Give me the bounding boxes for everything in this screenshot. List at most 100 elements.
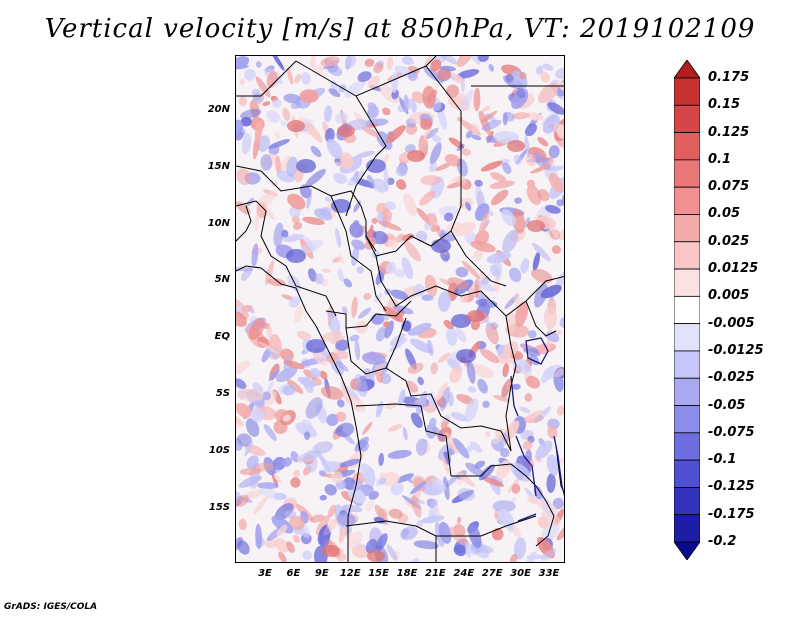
velocity-cell — [266, 71, 278, 89]
velocity-cell — [455, 267, 469, 278]
velocity-cell — [424, 274, 438, 297]
velocity-cell — [449, 367, 462, 384]
velocity-cell — [388, 508, 403, 519]
colorbar-swatch — [674, 459, 700, 488]
velocity-cell — [356, 266, 364, 274]
velocity-cell — [532, 242, 551, 262]
velocity-cell — [301, 419, 313, 431]
velocity-cell — [465, 130, 473, 139]
map-panel — [235, 55, 565, 563]
velocity-cell — [246, 455, 259, 469]
colorbar-swatch — [674, 350, 700, 379]
velocity-cell — [469, 56, 481, 65]
colorbar-swatch — [674, 241, 700, 270]
velocity-cell — [302, 550, 312, 560]
colorbar-swatch — [674, 514, 700, 543]
velocity-cell — [335, 411, 347, 422]
velocity-cell — [471, 134, 482, 141]
velocity-cell — [293, 305, 304, 324]
velocity-cell — [530, 164, 552, 174]
velocity-cell — [305, 397, 323, 419]
velocity-cell — [387, 449, 412, 459]
colorbar-label: 0.005 — [708, 288, 750, 304]
velocity-cell — [461, 148, 471, 156]
velocity-cell — [474, 179, 483, 187]
velocity-cell — [255, 523, 262, 550]
velocity-cell — [402, 426, 408, 441]
velocity-cell — [262, 101, 271, 107]
velocity-cell — [473, 87, 481, 112]
velocity-cell — [428, 417, 437, 429]
velocity-cell — [251, 243, 259, 267]
velocity-cell — [457, 488, 476, 501]
velocity-cell — [343, 477, 356, 490]
velocity-cell — [236, 310, 248, 327]
velocity-cell — [305, 122, 323, 143]
colorbar-swatch — [674, 541, 700, 560]
velocity-cell — [526, 184, 542, 206]
velocity-cell — [240, 116, 252, 127]
velocity-cell — [367, 102, 377, 111]
velocity-cell — [545, 205, 561, 214]
velocity-cell — [556, 405, 564, 416]
velocity-cell — [331, 199, 351, 213]
velocity-cell — [456, 349, 476, 363]
velocity-cell — [552, 245, 561, 254]
velocity-cell — [236, 402, 252, 418]
velocity-cell — [294, 73, 302, 84]
velocity-cell — [274, 538, 290, 553]
velocity-cell — [239, 79, 246, 85]
velocity-cell — [438, 352, 451, 363]
velocity-cell — [264, 538, 278, 549]
velocity-cell — [524, 123, 538, 137]
velocity-cell — [273, 420, 288, 435]
velocity-cell — [540, 495, 554, 518]
velocity-shading — [236, 56, 564, 562]
velocity-cell — [310, 145, 322, 158]
velocity-cell — [244, 68, 256, 81]
velocity-cell — [507, 140, 525, 152]
velocity-cell — [403, 192, 418, 217]
velocity-cell — [327, 504, 337, 518]
velocity-cell — [480, 348, 499, 364]
velocity-cell — [314, 208, 332, 221]
velocity-cell — [384, 320, 394, 339]
velocity-cell — [241, 305, 253, 313]
velocity-cell — [547, 425, 558, 440]
velocity-cell — [389, 337, 408, 353]
lon-label: 30E — [510, 568, 531, 579]
velocity-cell — [470, 123, 480, 136]
velocity-cell — [542, 63, 554, 71]
velocity-cell — [431, 239, 451, 253]
velocity-cell — [330, 471, 343, 484]
colorbar-label: -0.1 — [708, 452, 737, 468]
velocity-cell — [410, 412, 423, 428]
velocity-cell — [299, 89, 319, 103]
velocity-cell — [490, 172, 507, 182]
colorbar-label: 0.05 — [708, 206, 741, 222]
velocity-cell — [537, 136, 549, 147]
velocity-cell — [419, 190, 436, 206]
velocity-cell — [462, 260, 481, 280]
colorbar — [674, 60, 700, 560]
velocity-cell — [409, 338, 433, 354]
velocity-cell — [263, 424, 277, 441]
velocity-cell — [420, 175, 442, 186]
country-borders — [236, 56, 564, 562]
lon-label: 15E — [368, 568, 389, 579]
velocity-cell — [390, 289, 409, 300]
velocity-cell — [411, 102, 417, 114]
velocity-cell — [357, 307, 372, 319]
velocity-cell — [524, 393, 533, 402]
velocity-cell — [320, 386, 344, 400]
velocity-cell — [540, 71, 550, 83]
velocity-cell — [513, 154, 522, 165]
velocity-cell — [430, 362, 439, 375]
velocity-cell — [502, 341, 519, 357]
lakes — [510, 337, 564, 522]
velocity-cell — [316, 449, 331, 472]
velocity-cell — [287, 193, 306, 210]
velocity-cell — [446, 326, 458, 347]
velocity-cell — [519, 72, 527, 80]
velocity-cell — [534, 406, 551, 424]
